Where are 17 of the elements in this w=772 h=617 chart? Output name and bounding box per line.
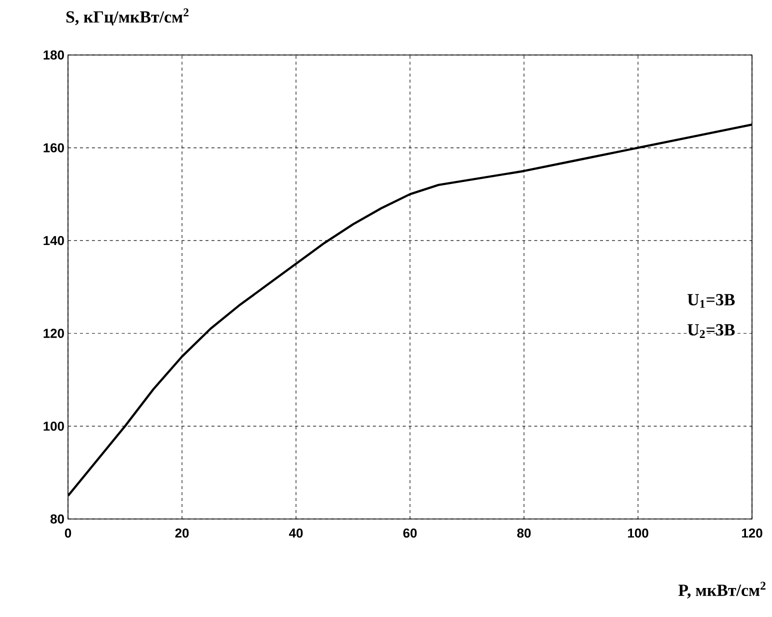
x-tick-label: 100 bbox=[628, 528, 648, 538]
x-tick-label: 40 bbox=[289, 528, 303, 538]
y-tick-label: 160 bbox=[44, 143, 64, 152]
y-tick-label: 180 bbox=[44, 50, 64, 60]
x-tick-label: 80 bbox=[517, 528, 531, 538]
x-tick-label: 20 bbox=[175, 528, 189, 538]
y-tick-label: 140 bbox=[44, 236, 64, 246]
x-axis-title: P, мкВт/см$^{2}$ bbox=[678, 582, 766, 598]
y-tick-label: 120 bbox=[44, 328, 64, 338]
annotation: U$_{1}$=3В bbox=[688, 294, 735, 308]
y-tick-label: 80 bbox=[50, 514, 64, 524]
x-tick-label: 60 bbox=[403, 528, 417, 538]
x-tick-label: 0 bbox=[64, 528, 72, 538]
annotation: U$_{2}$=3В bbox=[688, 324, 735, 338]
y-tick-label: 100 bbox=[44, 422, 64, 431]
y-axis-title: S, кГц/мкВт/см$^{2}$ bbox=[66, 8, 189, 26]
x-tick-label: 120 bbox=[742, 528, 762, 538]
